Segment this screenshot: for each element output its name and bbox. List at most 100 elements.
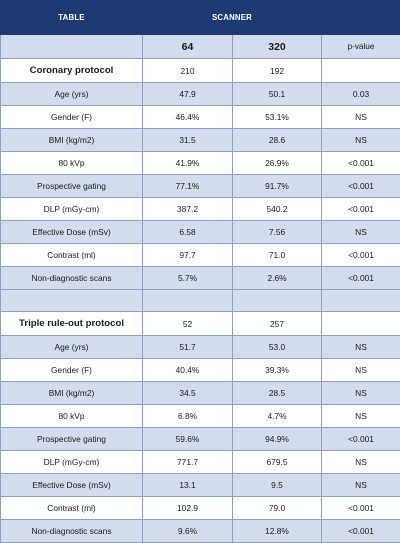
row-label: BMI (kg/m2) [1, 129, 143, 152]
row-label: Non-diagnostic scans [1, 520, 143, 543]
row-label: Contrast (ml) [1, 244, 143, 267]
coronary-n-64: 210 [143, 59, 233, 83]
value-64: 6.58 [143, 221, 233, 244]
row-label: 80 kVp [1, 152, 143, 175]
row-label: Non-diagnostic scans [1, 267, 143, 290]
p-value: NS [322, 359, 400, 382]
table-label: TABLE [1, 1, 143, 35]
value-320: 12.8% [233, 520, 322, 543]
table-row: Gender (F)46.4%53.1%NS [1, 106, 400, 129]
value-320: 4.7% [233, 405, 322, 428]
value-64: 771.7 [143, 451, 233, 474]
triple-n-64: 52 [143, 312, 233, 336]
value-64: 31.5 [143, 129, 233, 152]
value-320: 71.0 [233, 244, 322, 267]
row-label: DLP (mGy-cm) [1, 451, 143, 474]
value-320: 50.1 [233, 83, 322, 106]
p-value: <0.001 [322, 497, 400, 520]
header-blank-cell [322, 1, 400, 35]
row-label: Age (yrs) [1, 336, 143, 359]
spacer-cell [322, 290, 400, 312]
coronary-n-320: 192 [233, 59, 322, 83]
spacer-cell [1, 290, 143, 312]
p-value: <0.001 [322, 198, 400, 221]
value-320: 28.6 [233, 129, 322, 152]
value-64: 40.4% [143, 359, 233, 382]
scanner-label: SCANNER [143, 1, 322, 35]
value-64: 387.2 [143, 198, 233, 221]
row-label: Age (yrs) [1, 83, 143, 106]
value-64: 5.7% [143, 267, 233, 290]
spacer-cell [233, 290, 322, 312]
column-header-row: 64 320 p-value [1, 35, 400, 59]
row-label: Contrast (ml) [1, 497, 143, 520]
value-64: 6.8% [143, 405, 233, 428]
table-row: Gender (F)40.4%39.3%NS [1, 359, 400, 382]
p-value: NS [322, 336, 400, 359]
row-label: 80 kVp [1, 405, 143, 428]
value-64: 59.6% [143, 428, 233, 451]
value-320: 28.5 [233, 382, 322, 405]
value-64: 9.6% [143, 520, 233, 543]
p-value: NS [322, 129, 400, 152]
p-value: <0.001 [322, 428, 400, 451]
p-value: <0.001 [322, 175, 400, 198]
spacer-cell [143, 290, 233, 312]
p-value: <0.001 [322, 244, 400, 267]
column-header-320: 320 [233, 35, 322, 59]
value-320: 91.7% [233, 175, 322, 198]
p-value: NS [322, 106, 400, 129]
value-64: 97.7 [143, 244, 233, 267]
column-header-64: 64 [143, 35, 233, 59]
row-label: BMI (kg/m2) [1, 382, 143, 405]
value-320: 94.9% [233, 428, 322, 451]
value-320: 9.5 [233, 474, 322, 497]
value-64: 13.1 [143, 474, 233, 497]
p-value: <0.001 [322, 267, 400, 290]
p-value: NS [322, 474, 400, 497]
value-320: 26.9% [233, 152, 322, 175]
section-spacer-row [1, 290, 400, 312]
triple-section-title: Triple rule-out protocol [1, 312, 143, 336]
coronary-section-row: Coronary protocol 210 192 [1, 59, 400, 83]
table-header-row: TABLE SCANNER [1, 1, 400, 35]
row-label: Prospective gating [1, 428, 143, 451]
value-320: 540.2 [233, 198, 322, 221]
value-320: 53.0 [233, 336, 322, 359]
value-64: 77.1% [143, 175, 233, 198]
p-value: NS [322, 405, 400, 428]
row-label: Effective Dose (mSv) [1, 221, 143, 244]
value-320: 53.1% [233, 106, 322, 129]
value-64: 34.5 [143, 382, 233, 405]
p-value: 0.03 [322, 83, 400, 106]
row-label: Gender (F) [1, 359, 143, 382]
p-value: NS [322, 451, 400, 474]
value-320: 2.6% [233, 267, 322, 290]
triple-n-320: 257 [233, 312, 322, 336]
row-label: DLP (mGy-cm) [1, 198, 143, 221]
p-value: <0.001 [322, 520, 400, 543]
row-label: Effective Dose (mSv) [1, 474, 143, 497]
value-320: 679.5 [233, 451, 322, 474]
value-320: 79.0 [233, 497, 322, 520]
value-64: 46.4% [143, 106, 233, 129]
p-value: <0.001 [322, 152, 400, 175]
value-64: 41.9% [143, 152, 233, 175]
value-320: 39.3% [233, 359, 322, 382]
value-64: 102.9 [143, 497, 233, 520]
value-320: 7.56 [233, 221, 322, 244]
